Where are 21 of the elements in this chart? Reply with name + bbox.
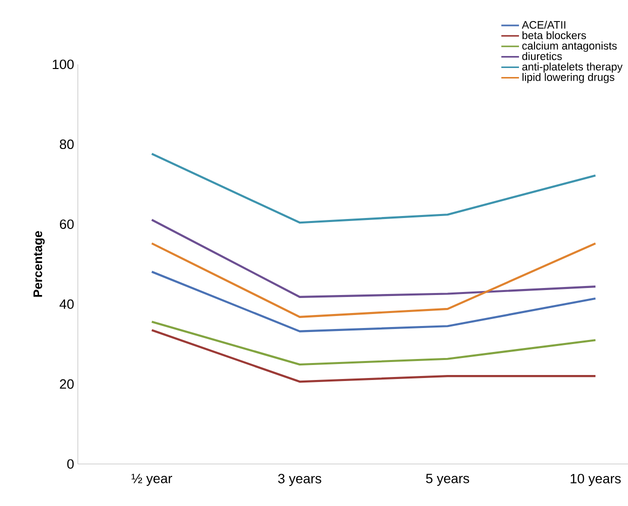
x-tick-label: 3 years: [278, 474, 322, 486]
x-tick-label: ½ year: [132, 474, 172, 486]
line-series: [150, 219, 596, 298]
y-tick-label: 20: [60, 380, 74, 390]
legend-label: ACE/ATII: [522, 20, 566, 29]
legend-label: lipid lowering drugs: [522, 73, 614, 84]
y-tick-label: 100: [52, 60, 74, 70]
x-tick-label: 5 years: [426, 474, 470, 486]
legend-label: calcium antagonists: [522, 42, 617, 52]
legend-label: beta blockers: [522, 31, 586, 40]
line-series: [150, 320, 596, 366]
y-tick-label: 60: [60, 220, 74, 230]
y-tick-label: 0: [67, 459, 74, 469]
line-series: [150, 270, 596, 333]
y-tick-label: 40: [60, 300, 74, 310]
x-tick-label: 10 years: [570, 474, 621, 486]
y-tick-label: 80: [60, 140, 74, 150]
legend-label: diuretics: [522, 52, 562, 60]
legend-label: anti-platelets therapy: [522, 62, 623, 73]
y-axis-title: Percentage: [34, 231, 45, 298]
line-series: [150, 153, 596, 224]
